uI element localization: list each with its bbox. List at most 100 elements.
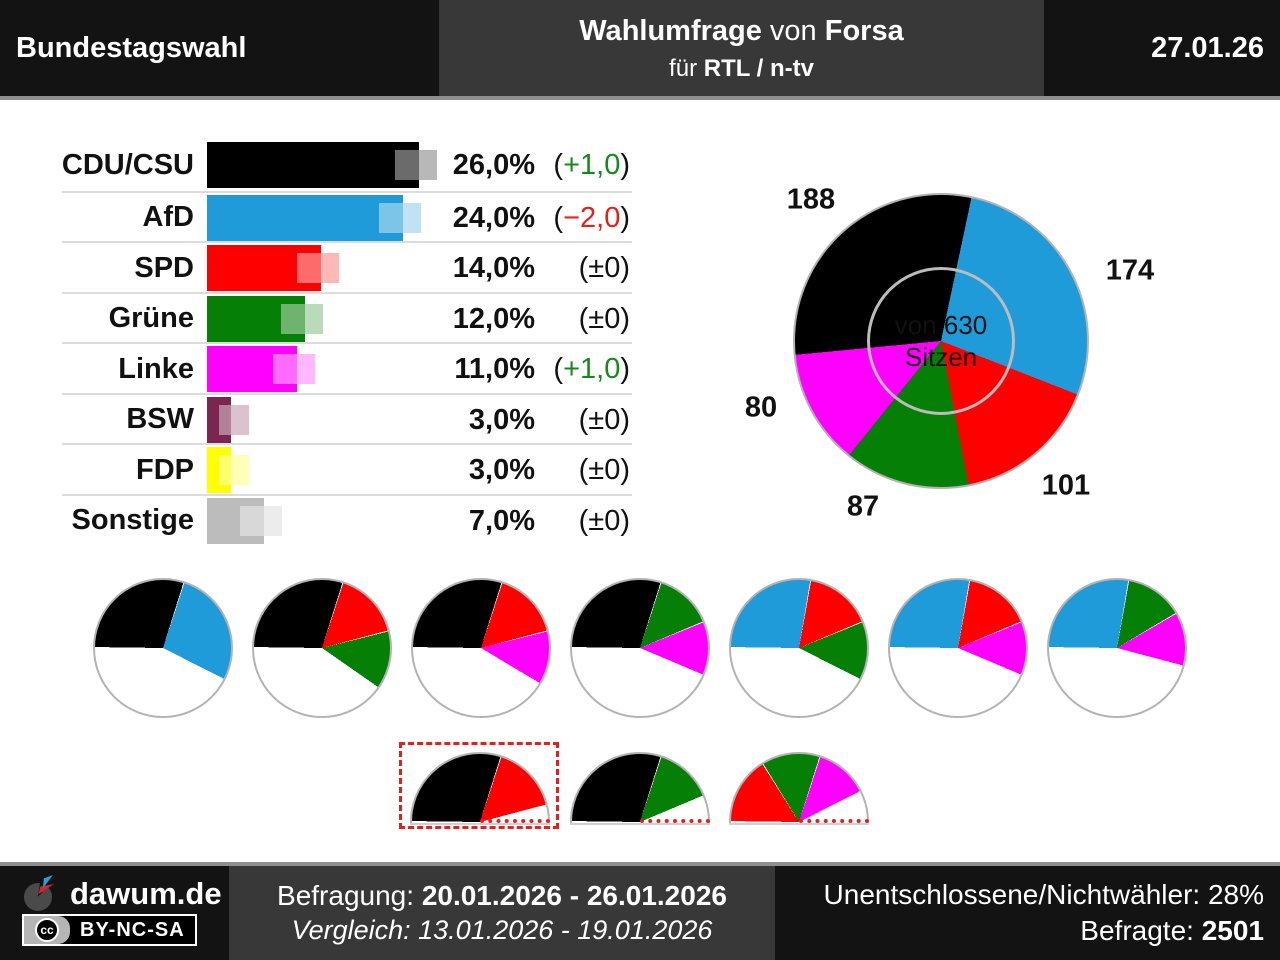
party-label: Grüne — [108, 302, 194, 334]
change-marker — [297, 253, 322, 283]
party-bar — [207, 447, 232, 493]
party-bar — [207, 396, 232, 443]
party-value: 3,0% — [468, 454, 535, 486]
poll-subtitle: für RTL / n-tv — [669, 55, 814, 82]
undecided-stat: Unentschlossene/Nichtwähler: 28% — [823, 879, 1264, 910]
party-row: AfD 24,0% (−2,0) — [62, 190, 632, 243]
party-label: CDU/CSU — [61, 148, 194, 181]
party-change: (−2,0) — [553, 201, 630, 234]
change-marker — [378, 202, 403, 233]
party-change: (+1,0) — [553, 353, 630, 385]
donut-center-label: von 630 Sitzen — [867, 267, 1015, 415]
party-bar — [207, 295, 305, 342]
change-marker — [418, 150, 437, 180]
party-label: SPD — [134, 251, 194, 284]
party-bar — [207, 194, 403, 241]
party-bar — [207, 142, 419, 188]
survey-period-panel: Befragung: 20.01.2026 - 26.01.2026 Vergl… — [229, 866, 775, 960]
coalition-pie — [411, 578, 551, 718]
current-coalition-highlight-box — [399, 742, 559, 829]
header-bar: Bundestagswahl Wahlumfrage von Forsa für… — [0, 0, 1280, 96]
coalition-pie — [729, 578, 869, 718]
majority-half-pie — [729, 752, 869, 825]
dawum-brand: dawum.de — [24, 876, 222, 912]
dawum-brand-name: dawum.de — [70, 876, 222, 911]
party-row: Linke 11,0% (+1,0) — [62, 342, 632, 394]
seat-label: 87 — [846, 490, 880, 523]
party-label: AfD — [142, 201, 194, 233]
change-marker — [219, 455, 232, 485]
party-row: Sonstige 7,0% (±0) — [62, 493, 632, 546]
change-marker — [240, 505, 265, 536]
dawum-pie-icon — [24, 877, 58, 911]
party-value: 11,0% — [454, 353, 535, 385]
change-marker — [296, 354, 315, 384]
party-row: BSW 3,0% (±0) — [62, 392, 632, 445]
change-marker — [231, 404, 250, 435]
party-label: BSW — [126, 403, 194, 435]
poll-date: 27.01.26 — [1151, 32, 1264, 64]
party-change: (±0) — [578, 454, 630, 486]
party-value: 7,0% — [468, 504, 535, 537]
change-marker — [219, 404, 232, 435]
poll-title-panel: Wahlumfrage von Forsa für RTL / n-tv — [439, 0, 1044, 96]
change-marker — [402, 202, 421, 233]
coalition-pie — [888, 578, 1028, 718]
party-row: SPD 14,0% (±0) — [62, 241, 632, 293]
footer-bar: dawum.de cc BY-NC-SA Befragung: 20.01.20… — [0, 866, 1280, 960]
majority-threshold-line — [480, 819, 550, 823]
respondents-stat: Befragte: 2501 — [1080, 915, 1264, 946]
party-change: (±0) — [578, 403, 630, 436]
footer-divider — [0, 862, 1280, 866]
seat-label: 174 — [1105, 254, 1155, 287]
change-marker — [264, 505, 283, 536]
majority-threshold-line — [640, 819, 710, 823]
poll-title: Wahlumfrage von Forsa — [579, 15, 904, 47]
party-row: FDP 3,0% (±0) — [62, 443, 632, 495]
party-change: (+1,0) — [553, 149, 630, 181]
party-change: (±0) — [578, 252, 630, 284]
party-change: (±0) — [578, 504, 630, 537]
seat-label: 80 — [744, 391, 778, 424]
coalition-pie — [1047, 578, 1187, 718]
cc-license-label: BY-NC-SA — [80, 918, 185, 941]
comparison-period: Vergleich: 13.01.2026 - 19.01.2026 — [291, 915, 713, 945]
party-label: FDP — [136, 453, 194, 486]
party-bar-chart: CDU/CSU 26,0% (+1,0) AfD 24,0% (−2,0) SPD 14,0%… — [62, 140, 632, 550]
coalition-pie — [252, 578, 392, 718]
seats-donut-chart: von 630 Sitzen — [793, 193, 1089, 489]
party-row: CDU/CSU 26,0% (+1,0) — [62, 140, 632, 190]
change-marker — [321, 253, 340, 283]
change-marker — [280, 303, 305, 334]
party-value: 3,0% — [468, 403, 535, 436]
party-bar — [207, 497, 265, 544]
majority-threshold-line — [799, 819, 869, 823]
party-value: 26,0% — [452, 149, 535, 181]
change-marker — [272, 354, 297, 384]
party-label: Linke — [118, 352, 194, 385]
change-marker — [394, 150, 419, 180]
seat-label: 101 — [1041, 469, 1091, 502]
cc-license-badge: cc BY-NC-SA — [22, 914, 197, 946]
coalition-pie — [570, 578, 710, 718]
survey-period: Befragung: 20.01.2026 - 26.01.2026 — [277, 880, 727, 911]
party-row: Grüne 12,0% (±0) — [62, 291, 632, 344]
party-bar — [207, 346, 297, 392]
coalition-pie — [93, 578, 233, 718]
election-title: Bundestagswahl — [16, 32, 247, 64]
majority-half-pie — [570, 752, 710, 825]
change-marker — [231, 455, 250, 485]
header-divider — [0, 96, 1280, 100]
majority-half-pie — [410, 752, 550, 825]
party-value: 24,0% — [452, 201, 535, 234]
change-marker — [304, 303, 323, 334]
party-label: Sonstige — [71, 504, 194, 536]
cc-icon: cc — [35, 918, 59, 942]
footer-stats: Unentschlossene/Nichtwähler: 28% Befragt… — [824, 866, 1264, 960]
party-value: 12,0% — [452, 302, 535, 335]
party-change: (±0) — [578, 302, 630, 335]
seat-label: 188 — [786, 183, 836, 216]
party-value: 14,0% — [452, 252, 535, 284]
party-bar — [207, 245, 322, 291]
